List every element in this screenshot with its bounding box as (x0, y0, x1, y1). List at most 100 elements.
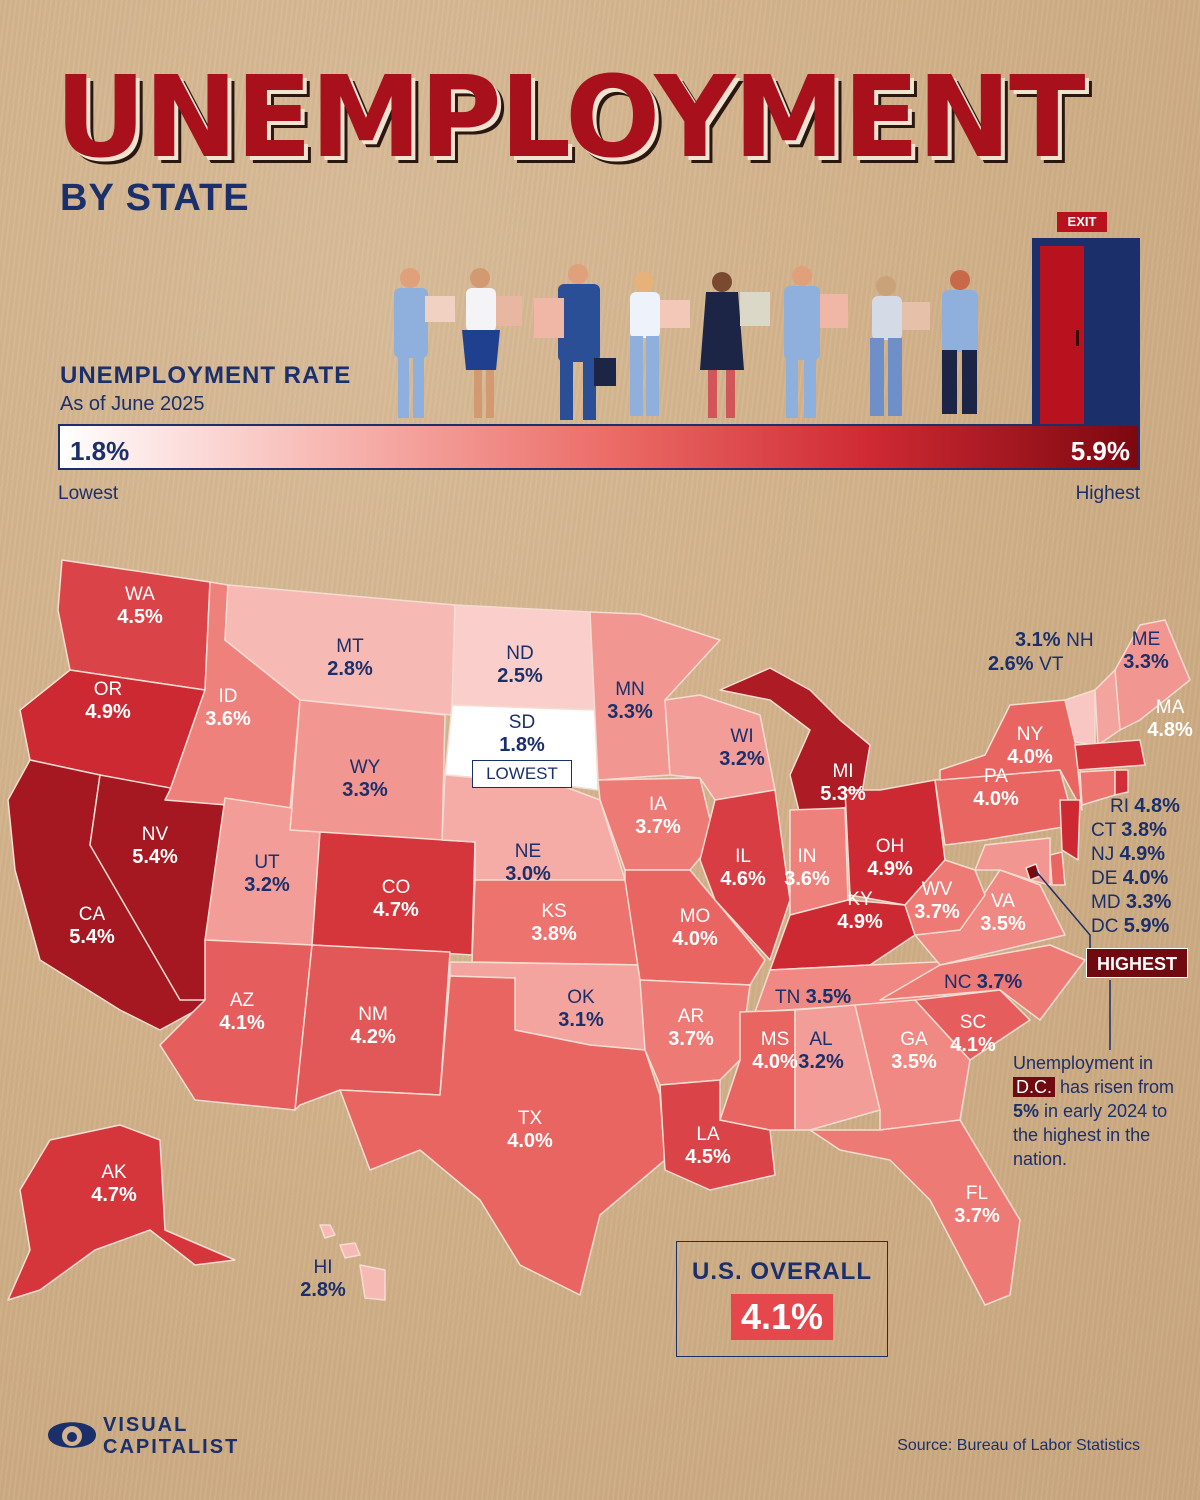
state-value-IL: 4.6% (720, 868, 766, 890)
state-label-MN: MN (615, 679, 645, 700)
state-label-LA: LA (696, 1124, 720, 1145)
state-label-CO: CO (382, 877, 411, 898)
state-label-MO: MO (680, 906, 711, 927)
state-label-NY: NY (1017, 724, 1044, 745)
state-AL (794, 1004, 881, 1131)
worker-figure (700, 272, 770, 418)
state-label-IA: IA (649, 794, 667, 815)
state-label-HI: HI (314, 1257, 333, 1278)
state-label-IL: IL (735, 846, 751, 867)
state-value-NY: 4.0% (1007, 746, 1053, 768)
state-label-ND: ND (506, 643, 533, 664)
brand-line1: VISUAL (103, 1414, 189, 1436)
brand-logo-text: VISUAL CAPITALIST (103, 1414, 239, 1458)
state-value-IA: 3.7% (635, 816, 681, 838)
state-value-WI: 3.2% (719, 748, 765, 770)
state-NH (1094, 669, 1121, 746)
state-label-WV: WV (922, 879, 953, 900)
state-value-WY: 3.3% (342, 779, 388, 801)
state-label-WA: WA (125, 584, 155, 605)
state-IL (699, 789, 791, 961)
worker-figure (534, 264, 616, 420)
state-value-NV: 5.4% (132, 846, 178, 868)
state-label-CA: CA (79, 904, 106, 925)
source-credit: Source: Bureau of Labor Statistics (897, 1437, 1140, 1454)
state-inline-label-TN: TN 3.5% (775, 986, 851, 1008)
worker-figure (942, 270, 978, 414)
state-label-SD: SD (509, 712, 535, 733)
exit-door (1032, 238, 1140, 424)
state-value-HI: 2.8% (300, 1279, 346, 1301)
state-value-IN: 3.6% (784, 868, 830, 890)
state-value-KY: 4.9% (837, 911, 883, 933)
state-value-AK: 4.7% (91, 1184, 137, 1206)
state-value-KS: 3.8% (531, 923, 577, 945)
state-value-FL: 3.7% (954, 1205, 1000, 1227)
visual-capitalist-logo-icon (48, 1422, 96, 1448)
state-value-ND: 2.5% (497, 665, 543, 687)
state-label-NE: NE (515, 841, 541, 862)
state-inline-label-RI: RI 4.8% (1110, 795, 1180, 817)
callout-dc: D.C. (1013, 1077, 1055, 1097)
state-value-ID: 3.6% (205, 708, 251, 730)
state-inline-label-DC: DC 5.9% (1091, 915, 1170, 937)
callout-line3: in early 2024 to the highest in the nati… (1013, 1101, 1168, 1169)
us-overall-value: 4.1% (730, 1294, 834, 1340)
state-value-AZ: 4.1% (219, 1012, 265, 1034)
state-value-UT: 3.2% (244, 874, 290, 896)
state-value-MO: 4.0% (672, 928, 718, 950)
state-label-OR: OR (94, 679, 123, 700)
state-label-MS: MS (761, 1029, 790, 1050)
state-inline-label-NC: NC 3.7% (944, 971, 1023, 993)
state-label-MA: MA (1156, 697, 1185, 718)
state-value-SD: 1.8% (499, 734, 545, 756)
us-overall-box: U.S. OVERALL 4.1% (676, 1241, 888, 1357)
state-value-SC: 4.1% (950, 1034, 996, 1056)
state-value-WA: 4.5% (117, 606, 163, 628)
state-label-WI: WI (730, 726, 753, 747)
callout-line1: Unemployment in (1013, 1053, 1154, 1073)
us-overall-label: U.S. OVERALL (691, 1258, 872, 1285)
state-WV (904, 859, 986, 936)
scale-max-label: Highest (1075, 483, 1140, 504)
state-HI (319, 1224, 386, 1301)
state-value-OR: 4.9% (85, 701, 131, 723)
state-value-AR: 3.7% (668, 1028, 714, 1050)
color-scale-bar (58, 424, 1140, 470)
state-inline-label-VT: 2.6% VT (988, 653, 1064, 675)
state-inline-label-CT: CT 3.8% (1091, 819, 1167, 841)
state-FL (809, 1119, 1021, 1306)
state-label-FL: FL (966, 1183, 988, 1204)
state-value-TX: 4.0% (507, 1130, 553, 1152)
state-value-GA: 3.5% (891, 1051, 937, 1073)
worker-figure (784, 266, 848, 418)
state-label-TX: TX (518, 1108, 543, 1129)
state-label-KS: KS (541, 901, 566, 922)
dc-callout: Unemployment in D.C. has risen from 5% i… (1013, 1051, 1193, 1171)
scale-max-value: 5.9% (1070, 436, 1130, 466)
state-MO (624, 869, 766, 986)
state-value-MN: 3.3% (607, 701, 653, 723)
state-LA (659, 1079, 776, 1191)
highest-badge: HIGHEST (1086, 948, 1188, 978)
state-label-VA: VA (991, 891, 1015, 912)
state-label-SC: SC (960, 1012, 986, 1033)
state-label-PA: PA (984, 766, 1008, 787)
state-inline-label-NH: 3.1% NH (1015, 629, 1094, 651)
state-label-AZ: AZ (230, 990, 255, 1011)
main-title: UNEMPLOYMENT (55, 53, 1086, 183)
state-label-UT: UT (254, 852, 280, 873)
state-label-KY: KY (847, 889, 873, 910)
state-label-ID: ID (219, 686, 238, 707)
state-label-NM: NM (358, 1004, 388, 1025)
state-label-AL: AL (809, 1029, 832, 1050)
scale-min-value: 1.8% (70, 436, 130, 466)
state-value-NE: 3.0% (505, 863, 551, 885)
state-value-WV: 3.7% (914, 901, 960, 923)
state-label-AK: AK (101, 1162, 127, 1183)
state-value-CA: 5.4% (69, 926, 115, 948)
state-DE (1049, 851, 1066, 886)
state-value-AL: 3.2% (798, 1051, 844, 1073)
state-value-OK: 3.1% (558, 1009, 604, 1031)
state-value-MT: 2.8% (327, 658, 373, 680)
